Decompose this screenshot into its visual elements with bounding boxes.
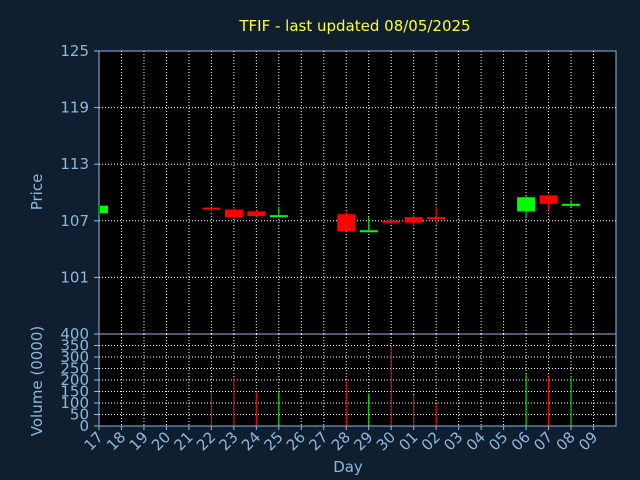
candle-body	[427, 217, 446, 220]
price-axis-label: Price	[28, 174, 46, 211]
candle-body	[100, 205, 108, 214]
price-panel	[98, 50, 617, 335]
volume-tick-label: 300	[60, 348, 89, 366]
volume-tick-label: 350	[60, 337, 89, 355]
x-axis-label: Day	[333, 458, 363, 476]
volume-tick-label: 200	[60, 371, 89, 389]
volume-tick-label: 50	[70, 406, 89, 424]
price-tick-label: 101	[60, 268, 89, 286]
volume-tick-label: 0	[79, 417, 89, 435]
candle-body	[247, 211, 266, 217]
chart-plot-layer: 1011071131191250501001502002503003504001…	[60, 42, 617, 454]
price-tick-label: 113	[60, 155, 89, 173]
price-tick-label: 125	[60, 42, 89, 60]
price-tick-label: 119	[60, 99, 89, 117]
price-tick-label: 107	[60, 212, 89, 230]
candle-body	[517, 197, 536, 212]
x-tick-label: 09	[575, 428, 601, 454]
volume-tick-label: 400	[60, 325, 89, 343]
candle-body	[539, 195, 558, 204]
volume-tick-label: 250	[60, 360, 89, 378]
candle-body	[359, 230, 378, 233]
candle-body	[269, 215, 288, 218]
candle-body	[224, 209, 243, 218]
candle-body	[202, 207, 221, 210]
chart-title: TFIF - last updated 08/05/2025	[238, 17, 470, 35]
volume-tick-label: 150	[60, 383, 89, 401]
volume-tick-label: 100	[60, 394, 89, 412]
candle-body	[562, 203, 581, 206]
volume-axis-label: Volume (0000)	[28, 326, 46, 436]
candle-body	[337, 214, 356, 232]
candle-body	[382, 220, 401, 223]
candle-body	[404, 217, 423, 223]
